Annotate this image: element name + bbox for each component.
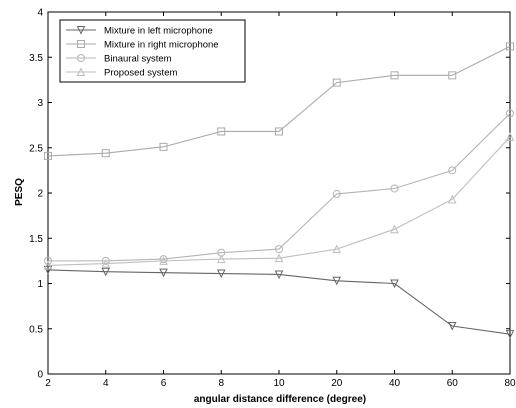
series-line: [47, 45, 511, 157]
data-point-marker: [506, 109, 514, 118]
data-point-marker: [332, 244, 342, 254]
legend-label: Mixture in right microphone: [104, 40, 219, 51]
data-point-marker: [390, 184, 399, 193]
data-point-marker: [275, 245, 283, 254]
y-axis-label: PESQ: [14, 178, 25, 206]
data-point-marker: [76, 67, 86, 76]
x-tick-label: 60: [447, 378, 459, 389]
y-tick-label: 1.5: [29, 234, 43, 245]
data-point-marker: [159, 142, 168, 151]
legend-label: Mixture in left microphone: [104, 26, 213, 37]
x-tick-label: 80: [504, 378, 516, 389]
x-tick-label: 8: [218, 378, 224, 389]
series-4: [43, 132, 515, 270]
axes: 0 0.5 1 1.5 2 2.5 3 3.5 4 2 4 6 8 10 20 40 60 80: [29, 8, 516, 390]
y-tick-label: 4: [37, 8, 43, 19]
data-point-marker: [216, 254, 226, 264]
legend-label: Proposed system: [104, 68, 177, 79]
data-point-marker: [390, 279, 399, 289]
x-tick-label: 2: [45, 378, 51, 389]
series-1: [43, 265, 515, 339]
data-point-marker: [101, 149, 110, 158]
data-point-marker: [506, 42, 514, 51]
series-line: [47, 136, 511, 266]
series-line: [48, 112, 511, 262]
data-point-marker: [77, 54, 85, 62]
data-point-marker: [390, 224, 399, 234]
data-point-marker: [505, 132, 515, 141]
data-point-marker: [275, 127, 283, 136]
legend-entry-2: Mixture in right microphone: [66, 40, 219, 51]
series-3: [44, 109, 514, 265]
data-point-marker: [332, 189, 341, 198]
data-point-marker: [448, 71, 457, 80]
x-tick-label: 20: [331, 378, 343, 389]
data-point-marker: [216, 269, 226, 279]
data-point-marker: [101, 258, 111, 268]
data-point-marker: [101, 256, 110, 265]
series-line: [47, 269, 511, 335]
data-point-marker: [77, 40, 85, 48]
data-point-marker: [332, 78, 341, 87]
series-layer: [43, 42, 515, 339]
data-point-marker: [332, 276, 342, 286]
data-point-marker: [159, 256, 168, 265]
data-point-marker: [43, 260, 53, 270]
data-point-marker: [43, 265, 53, 275]
x-tick-label: 6: [161, 378, 167, 389]
legend-entry-4: Proposed system: [66, 67, 177, 79]
x-tick-label: 4: [103, 378, 109, 389]
legend-label: Binaural system: [104, 54, 172, 65]
data-point-marker: [159, 255, 168, 264]
y-tick-label: 0: [37, 370, 43, 381]
data-point-marker: [447, 322, 457, 331]
data-point-marker: [390, 71, 399, 80]
data-point-marker: [274, 253, 284, 263]
data-point-marker: [447, 194, 457, 204]
series-2: [44, 42, 514, 160]
y-tick-label: 0.5: [29, 324, 43, 335]
data-point-marker: [76, 26, 86, 35]
legend-entry-3: Binaural system: [66, 54, 172, 65]
y-tick-label: 1: [37, 279, 43, 290]
legend: Mixture in left microphone Mixture in rig…: [59, 19, 246, 83]
data-point-marker: [217, 127, 226, 136]
y-tick-label: 3: [37, 98, 43, 109]
data-point-marker: [44, 256, 52, 265]
data-point-marker: [274, 270, 284, 280]
data-point-marker: [101, 267, 111, 277]
y-tick-label: 2: [37, 189, 43, 200]
data-point-marker: [159, 268, 168, 278]
y-tick-label: 3.5: [29, 53, 43, 64]
legend-entry-1: Mixture in left microphone: [66, 26, 213, 37]
x-tick-label: 10: [273, 378, 285, 389]
x-axis-label: angular distance difference (degree): [194, 394, 366, 405]
data-point-marker: [44, 151, 52, 160]
x-tick-label: 40: [389, 378, 401, 389]
y-tick-label: 2.5: [29, 143, 43, 154]
data-point-marker: [448, 166, 457, 175]
data-point-marker: [505, 330, 515, 339]
